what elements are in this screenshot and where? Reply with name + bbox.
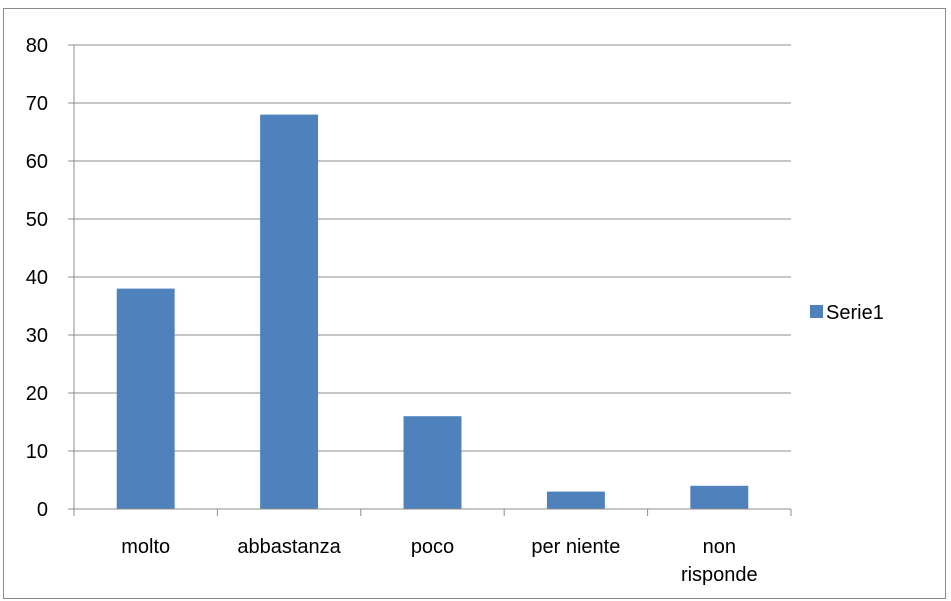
y-tick-label: 60: [26, 151, 48, 173]
bar-poco: [403, 416, 462, 509]
x-tick-label: poco: [411, 536, 454, 558]
bar-per-niente: [546, 491, 605, 509]
bar-abbastanza: [260, 114, 319, 509]
y-tick-label: 10: [26, 441, 48, 463]
y-tick-label: 40: [26, 267, 48, 289]
x-tick-label: per niente: [531, 536, 620, 558]
y-tick-label: 70: [26, 93, 48, 115]
axes: [68, 44, 792, 516]
gridlines: [74, 44, 791, 452]
x-axis-tick-labels: molto abbastanza poco per niente non risponde: [121, 536, 757, 586]
y-tick-label: 0: [37, 499, 48, 521]
y-tick-label: 80: [26, 35, 48, 57]
y-axis-tick-labels: 0 10 20 30 40 50 60 70 80: [26, 35, 48, 521]
bar-non-risponde: [690, 485, 749, 509]
legend-label-serie1: Serie1: [826, 302, 884, 324]
y-tick-label: 20: [26, 383, 48, 405]
y-tick-label: 50: [26, 209, 48, 231]
bar-molto: [116, 288, 175, 509]
y-tick-label: 30: [26, 325, 48, 347]
x-tick-label: abbastanza: [237, 536, 341, 558]
legend-swatch-serie1: [810, 305, 823, 318]
legend: Serie1: [810, 302, 884, 324]
x-tick-label: molto: [121, 536, 170, 558]
bars: [116, 114, 749, 509]
x-tick-label: non risponde: [681, 536, 758, 586]
